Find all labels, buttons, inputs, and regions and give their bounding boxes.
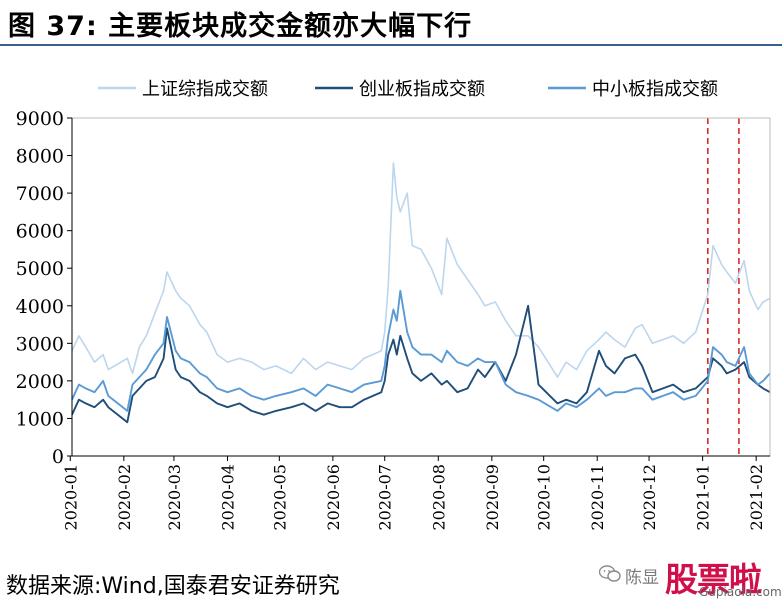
y-tick-label: 0 xyxy=(52,446,64,468)
legend: 上证综指成交额 创业板指成交额 中小板指成交额 xyxy=(98,79,718,100)
series-line-3 xyxy=(71,289,771,412)
line-chart: 上证综指成交额 创业板指成交额 中小板指成交额 0 1000 2000 3000 4000 5… xyxy=(16,79,771,530)
x-tick-label: 2020-12 xyxy=(640,464,659,530)
figure-title: 图 37: 主要板块成交金额亦大幅下行 xyxy=(8,11,473,42)
y-tick-label: 7000 xyxy=(16,183,64,205)
x-tick-label: 2020-05 xyxy=(270,464,289,530)
y-tick-label: 9000 xyxy=(16,108,64,130)
legend-label-3: 中小板指成交额 xyxy=(592,79,718,100)
plot-area xyxy=(71,118,771,456)
series-line-1 xyxy=(71,162,771,378)
x-tick-label: 2020-01 xyxy=(61,464,80,530)
series-line-2 xyxy=(71,304,771,424)
axes: 0 1000 2000 3000 4000 5000 6000 7000 8000 9000 202… xyxy=(16,108,771,530)
plot-border xyxy=(71,117,771,457)
x-tick-label: 2020-10 xyxy=(535,464,554,530)
y-tick-label: 2000 xyxy=(16,371,64,393)
x-tick-label: 2021-02 xyxy=(747,464,766,530)
y-tick-label: 4000 xyxy=(16,296,64,318)
x-tick-label: 2021-01 xyxy=(694,464,713,530)
legend-label-2: 创业板指成交额 xyxy=(359,79,485,100)
y-tick-label: 6000 xyxy=(16,221,64,243)
legend-label-1: 上证综指成交额 xyxy=(142,79,268,100)
x-tick-label: 2020-08 xyxy=(429,464,448,530)
wechat-icon xyxy=(599,565,621,582)
x-tick-label: 2020-02 xyxy=(115,464,134,530)
title-bar: 图 37: 主要板块成交金额亦大幅下行 xyxy=(0,0,782,46)
watermark: 陈显 股票啦 Gupiaola.com xyxy=(595,553,782,601)
x-tick-label: 2020-11 xyxy=(588,464,607,530)
x-tick-label: 2020-06 xyxy=(324,464,343,530)
y-tick-label: 8000 xyxy=(16,146,64,168)
y-tick-label: 5000 xyxy=(16,258,64,280)
watermark-url: Gupiaola.com xyxy=(699,585,782,599)
x-tick-label: 2020-03 xyxy=(165,464,184,530)
y-tick-label: 1000 xyxy=(16,408,64,430)
watermark-author: 陈显 xyxy=(625,568,659,588)
source-note: 数据来源:Wind,国泰君安证券研究 xyxy=(6,574,340,599)
watermark-brand: 股票啦 xyxy=(665,560,762,599)
x-tick-label: 2020-04 xyxy=(218,464,237,530)
x-tick-label: 2020-07 xyxy=(376,464,395,530)
x-tick-label: 2020-09 xyxy=(483,464,502,530)
y-tick-label: 3000 xyxy=(16,333,64,355)
